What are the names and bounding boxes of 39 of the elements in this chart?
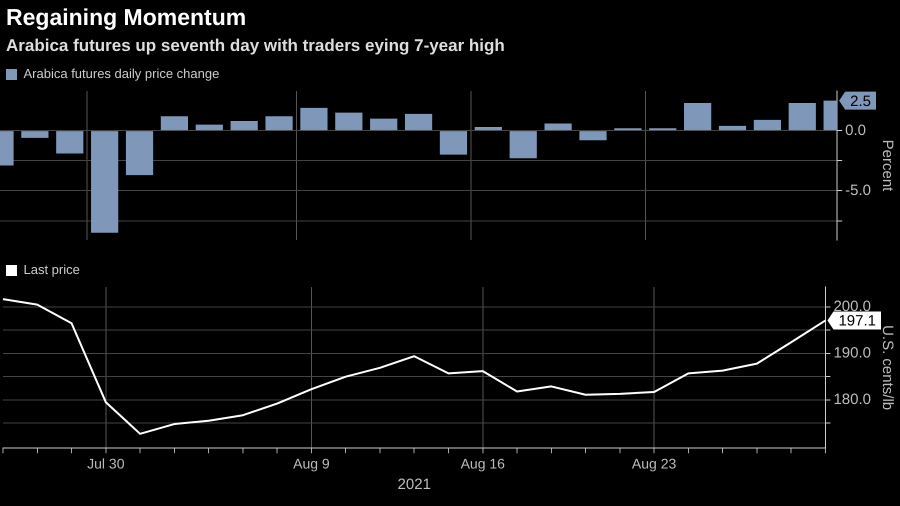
y-tick-label: 190.0 — [833, 344, 872, 362]
bar — [440, 131, 468, 155]
y-tick-label: 0.0 — [845, 122, 866, 139]
text: 197.1 — [838, 312, 876, 330]
chart-title: Regaining Momentum — [6, 4, 246, 31]
y-tick-label: 180.0 — [833, 391, 872, 408]
bar — [335, 112, 362, 130]
x-tick-label: Jul 30 — [87, 455, 125, 472]
bar — [21, 131, 48, 138]
bar — [126, 131, 154, 176]
bar — [265, 116, 293, 130]
legend-label: Last price — [24, 262, 80, 278]
bar — [754, 120, 781, 130]
y-tick-label: 200.0 — [833, 298, 872, 316]
bar — [56, 131, 84, 154]
y-tick-label: -5.0 — [845, 182, 872, 199]
bar — [300, 108, 328, 130]
bar — [404, 114, 432, 130]
legend-label: Arabica futures daily price change — [24, 66, 220, 82]
bar — [474, 127, 502, 130]
bar — [718, 126, 746, 130]
bar — [544, 123, 572, 130]
x-tick-label: Aug 23 — [632, 455, 677, 472]
x-axis-title: 2021 — [398, 476, 431, 494]
bar — [579, 131, 607, 140]
bar — [370, 118, 398, 130]
text: 2.5 — [850, 92, 872, 110]
bar — [91, 131, 118, 233]
bar — [788, 103, 816, 130]
bar — [510, 131, 537, 158]
x-tick-label: Aug 9 — [293, 455, 330, 472]
bar — [160, 116, 188, 130]
bar — [230, 121, 258, 130]
bar — [196, 124, 223, 130]
chart-subtitle: Arabica futures up seventh day with traders eying 7-year high — [6, 36, 505, 56]
x-tick-label: Aug 16 — [460, 455, 506, 472]
y-axis-title: U.S. cents/lb — [878, 325, 896, 410]
bar — [684, 103, 712, 130]
y-axis-title: Percent — [878, 140, 896, 192]
